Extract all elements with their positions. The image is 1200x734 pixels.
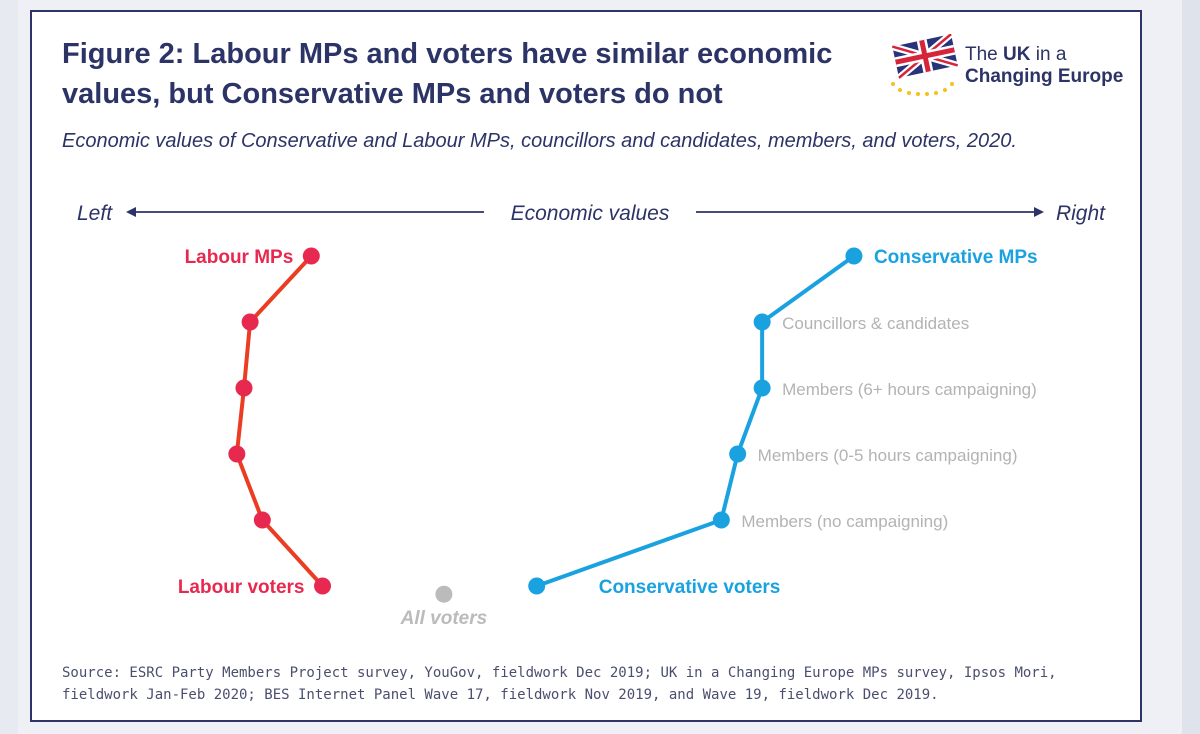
figure-card: Figure 2: Labour MPs and voters have sim… (30, 10, 1142, 722)
axis-title: Economic values (511, 202, 670, 225)
conservative-point-4 (712, 511, 730, 529)
labour-point-2 (235, 379, 253, 397)
all-voters-point (435, 585, 453, 603)
labour-point-0 (302, 247, 320, 265)
labour-point-4 (253, 511, 271, 529)
right-background-strip (1182, 0, 1200, 734)
logo-text: The UK in a Changing Europe (965, 44, 1123, 88)
logo-text-uk: UK (1003, 44, 1031, 65)
union-jack-eu-stars-icon (891, 31, 959, 96)
conservative-series-line (536, 254, 856, 588)
label-members-6-hours-campaigning: Members (6+ hours campaigning) (782, 380, 1037, 399)
logo-text-the: The (965, 44, 1004, 65)
label-members-no-campaigning: Members (no campaigning) (741, 512, 948, 531)
economic-values-chart: Left Economic values Right Labour MPs Labour… (77, 202, 1106, 629)
uk-in-a-changing-europe-logo: The UK in a Changing Europe (887, 31, 1127, 104)
labour-point-3 (228, 445, 246, 463)
label-conservative-voters: Conservative voters (599, 577, 781, 598)
labour-series-line (234, 254, 324, 588)
label-councillors-candidates: Councillors & candidates (782, 314, 969, 333)
conservative-point-5 (528, 577, 546, 595)
label-conservative-mps: Conservative MPs (874, 247, 1038, 268)
label-labour-voters: Labour voters (178, 577, 305, 598)
label-members-0-5-hours-campaigning: Members (0-5 hours campaigning) (758, 446, 1018, 465)
conservative-point-1 (753, 313, 771, 331)
left-background-strip (0, 0, 18, 734)
label-all-voters: All voters (400, 608, 488, 629)
conservative-point-2 (753, 379, 771, 397)
axis-right-label: Right (1056, 202, 1106, 225)
labour-point-1 (241, 313, 259, 331)
label-labour-mps: Labour MPs (185, 247, 294, 268)
source-note: Source: ESRC Party Members Project surve… (62, 665, 1057, 703)
logo-text-in-a: in a (1030, 44, 1067, 65)
figure-subtitle: Economic values of Conservative and Labo… (62, 130, 1017, 152)
axis-left-label: Left (77, 202, 113, 225)
conservative-point-0 (845, 247, 863, 265)
conservative-point-3 (729, 445, 747, 463)
figure-title: Figure 2: Labour MPs and voters have sim… (62, 38, 833, 110)
logo-text-changing-europe: Changing Europe (965, 66, 1124, 87)
labour-point-5 (314, 577, 332, 595)
